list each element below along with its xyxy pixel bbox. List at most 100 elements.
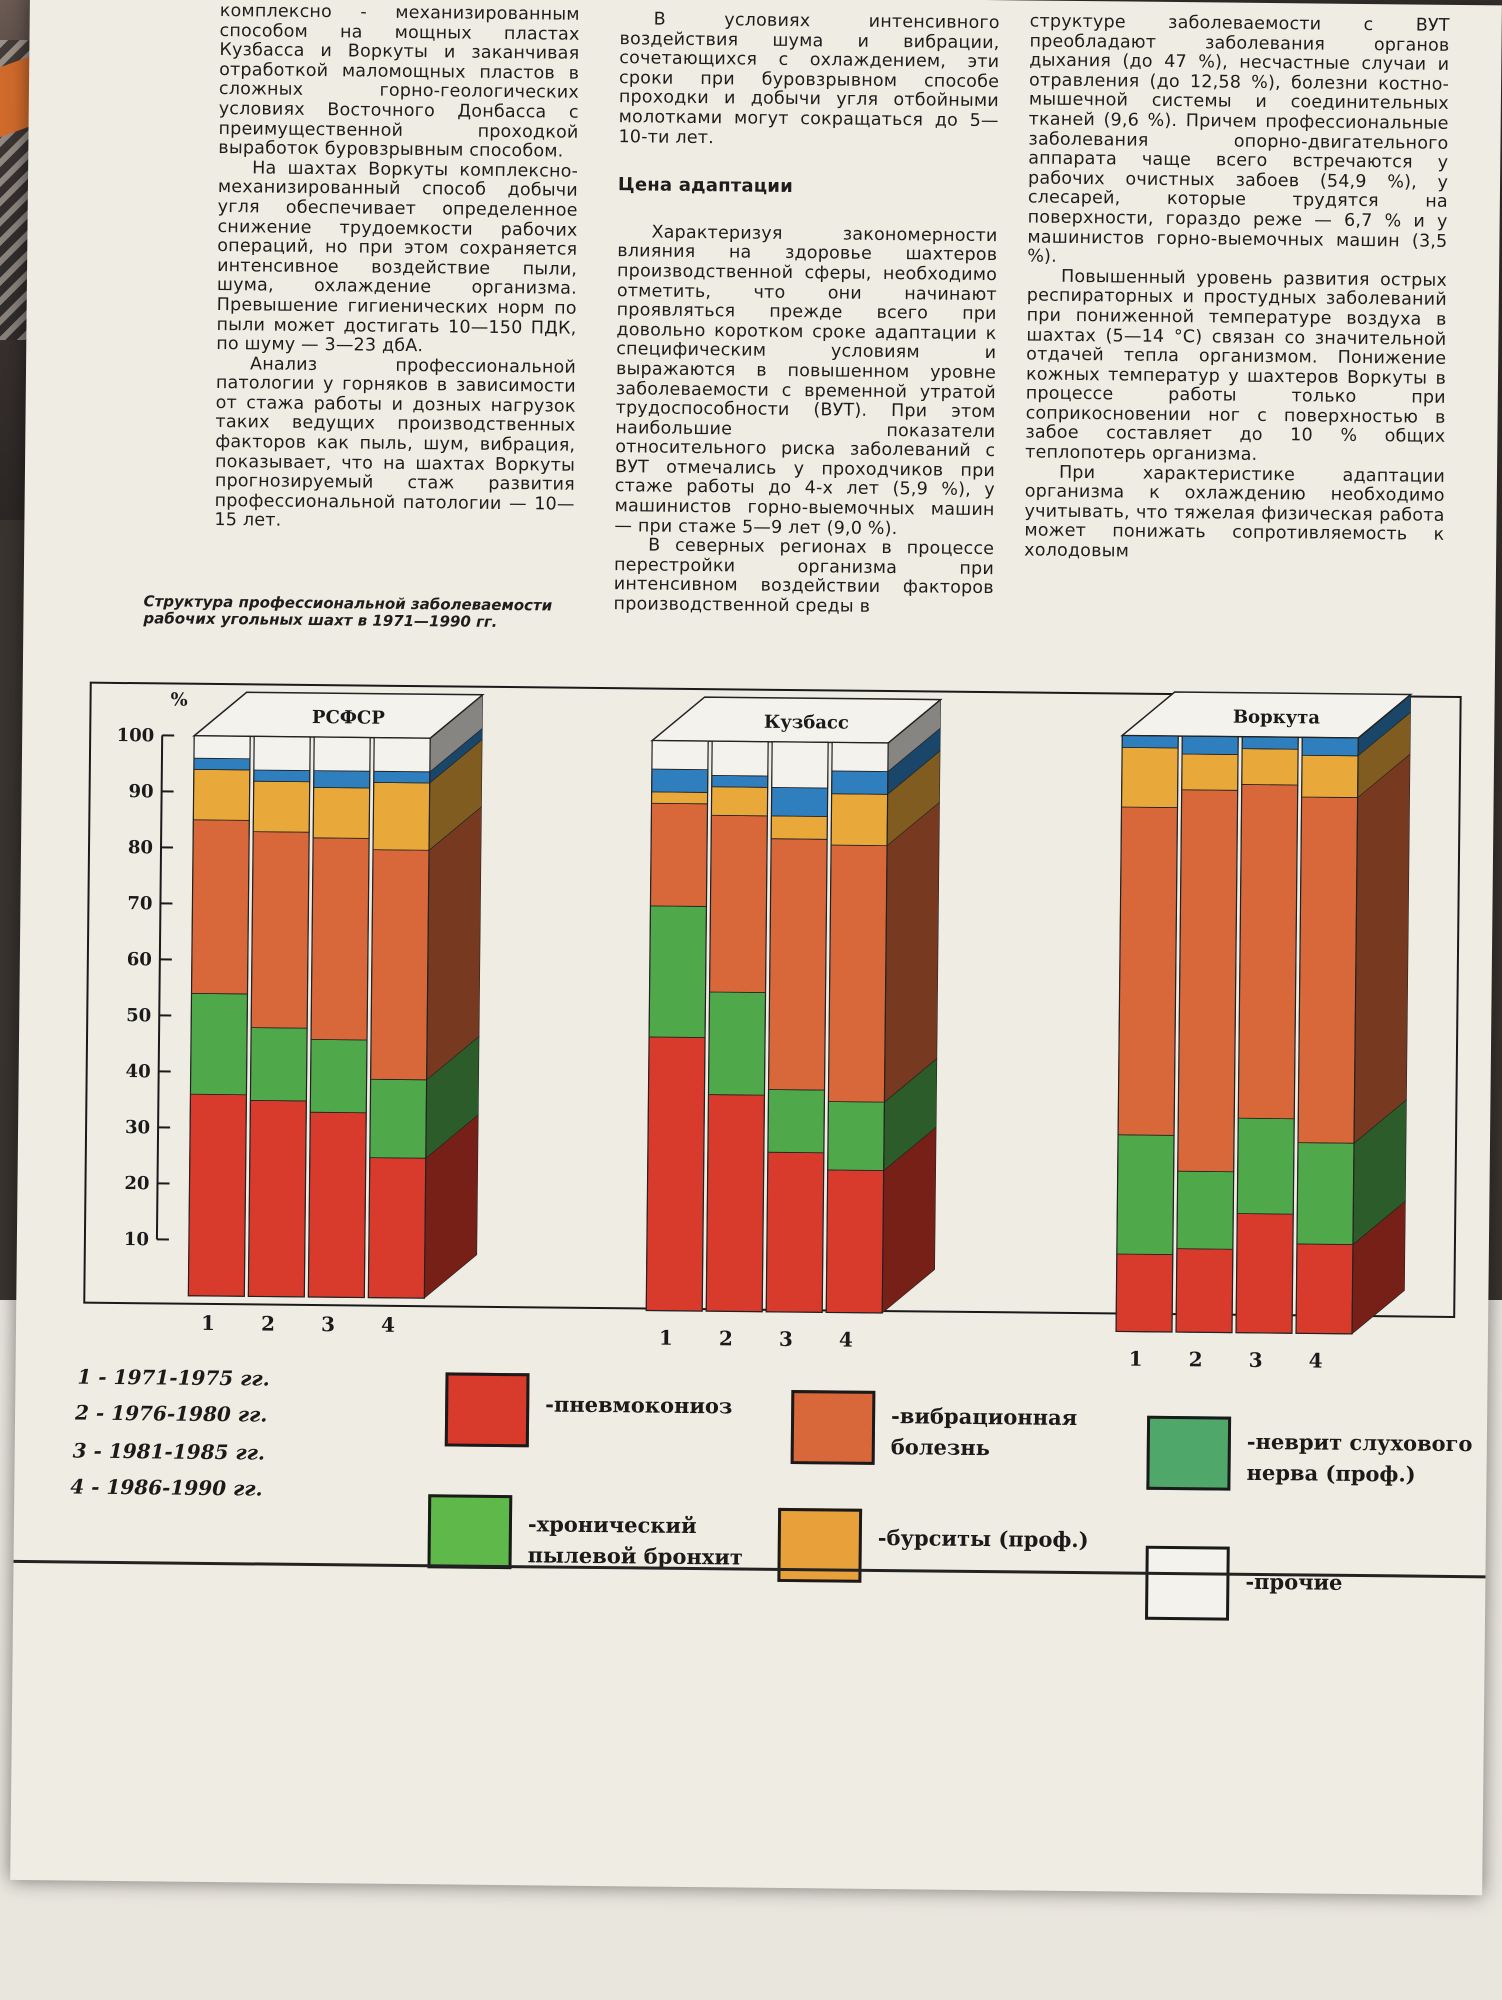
bar-side-segment — [1353, 753, 1411, 1144]
bar-segment — [373, 737, 431, 773]
bar-outline — [1295, 736, 1359, 1335]
bar-outline — [825, 741, 889, 1314]
y-tick-label: 30 — [125, 1117, 150, 1138]
category-label: 2 — [261, 1311, 275, 1335]
bar-segment — [370, 849, 430, 1081]
bar-segment — [1175, 1248, 1234, 1334]
bar-segment — [1121, 746, 1179, 808]
bar-segment — [309, 1038, 368, 1114]
legend-swatch — [427, 1494, 513, 1570]
paragraph: Характеризуя закономерности влияния на з… — [614, 222, 998, 539]
bar-segment — [1177, 789, 1239, 1173]
bar-segment — [711, 740, 769, 777]
bar-side-segment — [426, 806, 482, 1081]
bar-segment — [709, 814, 768, 993]
legend-label-line: болезнь — [890, 1434, 991, 1461]
y-tick-label: 70 — [127, 893, 152, 914]
legend-label-line: -хронический — [527, 1511, 697, 1539]
bar-segment — [770, 787, 829, 817]
paragraph: В северных регионах в процессе перестрой… — [613, 535, 995, 617]
y-tick-label: 50 — [126, 1005, 151, 1026]
bar-segment — [827, 1101, 885, 1171]
bar-segment — [651, 768, 709, 793]
bar-segment — [250, 831, 310, 1029]
bar-segment — [830, 793, 889, 847]
bar-segment — [1121, 735, 1179, 749]
legend-label: -неврит слухового нерва (проф.) — [1246, 1429, 1472, 1487]
bar-outline — [367, 737, 431, 1299]
bar-segment — [767, 1089, 825, 1154]
bar-segment — [825, 1169, 885, 1314]
category-label: 2 — [719, 1326, 733, 1350]
section-heading: Цена адаптации — [617, 174, 794, 198]
y-tick-label: 80 — [128, 837, 153, 858]
y-tick-label: 60 — [127, 949, 152, 970]
bar-segment — [1115, 1253, 1174, 1333]
group-label: РСФСР — [312, 707, 385, 729]
bar-segment — [1181, 753, 1239, 791]
bar-segment — [831, 742, 889, 772]
legend-period: 2 - 1976-1980 гг. — [74, 1400, 268, 1427]
legend-label-line: -бурситы (проф.) — [877, 1524, 1089, 1553]
text-column-1: комплексно - механизированным способом н… — [214, 0, 580, 535]
bar-segment — [307, 1111, 367, 1298]
legend-period: 1 - 1971-1975 гг. — [77, 1364, 270, 1391]
bar-segment — [1297, 796, 1359, 1144]
bar-segment — [1241, 748, 1299, 786]
bar-segment — [1241, 736, 1299, 750]
bar-segment — [1181, 735, 1239, 755]
bar-segment — [708, 991, 766, 1096]
y-tick-label: 100 — [117, 725, 155, 746]
bar-segment — [711, 774, 769, 788]
bar-segment — [313, 770, 371, 789]
bar-segment — [187, 1093, 247, 1297]
paragraph: Повышенный уровень развития острых респи… — [1025, 266, 1448, 465]
category-label: 4 — [381, 1313, 395, 1337]
category-label: 1 — [1129, 1347, 1143, 1371]
bar-segment — [253, 769, 311, 783]
bar-segment — [191, 819, 250, 995]
bar-segment — [193, 757, 251, 771]
y-tick-label: 10 — [124, 1229, 149, 1250]
paragraph: При характеристике адаптации организма к… — [1024, 462, 1446, 562]
bar-outline — [307, 736, 371, 1299]
bar-segment — [1301, 754, 1359, 798]
category-label: 1 — [659, 1326, 673, 1350]
bar-segment — [1176, 1170, 1235, 1250]
bar-segment — [765, 1151, 825, 1313]
paragraph: В условиях интенсивного воздействия шума… — [618, 9, 1000, 148]
bar-segment — [310, 837, 370, 1041]
paragraph: комплексно - механизированным способом н… — [218, 0, 580, 162]
bar-segment — [247, 1099, 307, 1298]
bar-outline — [1175, 735, 1239, 1334]
bar-outline — [187, 735, 251, 1297]
bar-segment — [771, 741, 829, 789]
category-label: 2 — [1189, 1347, 1203, 1371]
bar-segment — [369, 1078, 428, 1159]
y-tick-label: 20 — [124, 1173, 149, 1194]
legend-swatch — [444, 1372, 530, 1448]
text-column-3: структуре заболеваемости с ВУТ преоблада… — [1024, 11, 1450, 565]
bar-segment — [252, 780, 311, 833]
bar-segment — [1295, 1243, 1354, 1335]
bar-outline — [645, 739, 709, 1312]
bar-segment — [831, 770, 889, 795]
legend-label: -пневмокониоз — [545, 1391, 732, 1418]
bar-outline — [1115, 734, 1179, 1333]
bar-outline — [1235, 736, 1299, 1334]
group-label: Кузбасс — [764, 712, 849, 734]
legend-label-line: нерва (проф.) — [1246, 1459, 1416, 1487]
bar-segment — [373, 770, 431, 784]
bar-segment — [1235, 1213, 1294, 1334]
y-tick-label: 90 — [128, 781, 153, 802]
bar-segment — [367, 1157, 427, 1299]
bar-segment — [1237, 784, 1299, 1120]
bar-segment — [1296, 1142, 1355, 1245]
bar-segment — [190, 992, 248, 1096]
category-label: 3 — [1249, 1348, 1263, 1372]
bar-segment — [651, 740, 709, 771]
figure-caption: Структура профессиональной заболеваемост… — [143, 592, 553, 631]
bar-segment — [710, 786, 769, 817]
legend-swatch — [1144, 1545, 1230, 1621]
category-label: 4 — [1309, 1348, 1323, 1372]
